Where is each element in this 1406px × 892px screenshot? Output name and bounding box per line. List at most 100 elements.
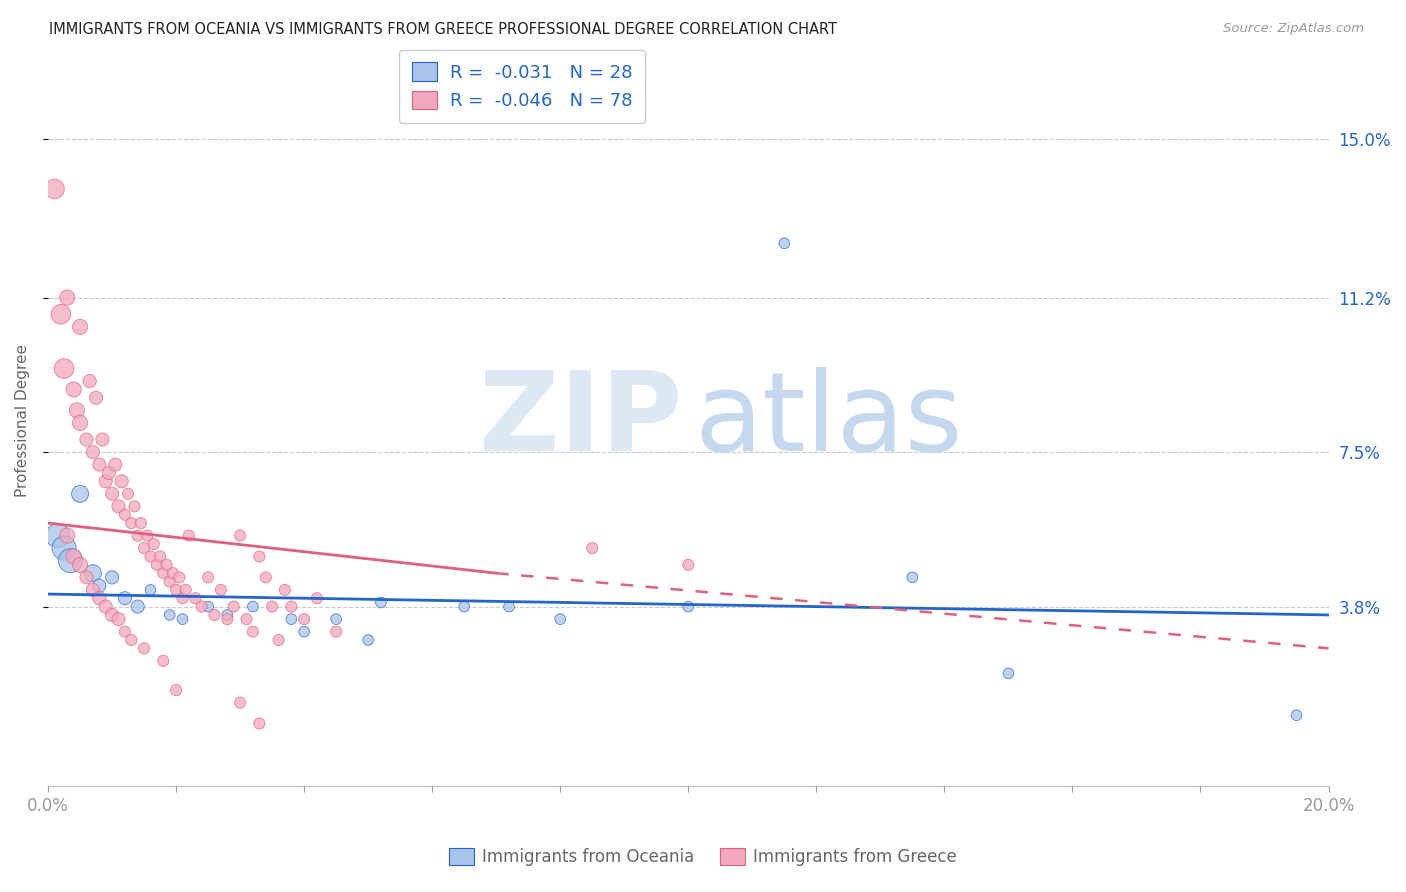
Point <box>159 574 181 589</box>
Point <box>498 599 520 614</box>
Point <box>174 582 197 597</box>
Point <box>124 500 146 514</box>
Point <box>222 599 245 614</box>
Text: atlas: atlas <box>695 368 963 475</box>
Point <box>76 433 98 447</box>
Point <box>132 641 155 656</box>
Point <box>139 549 162 564</box>
Point <box>79 374 101 388</box>
Point <box>254 570 277 584</box>
Point <box>217 607 239 622</box>
Point <box>305 591 328 606</box>
Point <box>146 558 169 572</box>
Point <box>82 582 104 597</box>
Point <box>56 291 79 305</box>
Point <box>66 403 89 417</box>
Y-axis label: Professional Degree: Professional Degree <box>15 344 30 497</box>
Point <box>280 612 302 626</box>
Point <box>165 582 187 597</box>
Point <box>152 566 174 581</box>
Point <box>107 500 129 514</box>
Point <box>773 236 796 251</box>
Point <box>69 416 91 430</box>
Point <box>142 537 165 551</box>
Point <box>155 558 177 572</box>
Point <box>120 632 142 647</box>
Text: ZIP: ZIP <box>478 368 682 475</box>
Point <box>84 391 107 405</box>
Point <box>136 528 159 542</box>
Point <box>357 632 380 647</box>
Point <box>190 599 212 614</box>
Point <box>169 570 191 584</box>
Point <box>177 528 200 542</box>
Point <box>197 570 219 584</box>
Point <box>114 508 136 522</box>
Point <box>267 632 290 647</box>
Point <box>184 591 207 606</box>
Point <box>581 541 603 555</box>
Point <box>44 182 66 196</box>
Point <box>209 582 232 597</box>
Point <box>69 558 91 572</box>
Point <box>101 487 124 501</box>
Point <box>82 445 104 459</box>
Point <box>229 528 252 542</box>
Point <box>132 541 155 555</box>
Point <box>172 612 194 626</box>
Legend: R =  -0.031   N = 28, R =  -0.046   N = 78: R = -0.031 N = 28, R = -0.046 N = 78 <box>399 50 645 123</box>
Point <box>997 666 1019 681</box>
Point <box>162 566 184 581</box>
Point <box>172 591 194 606</box>
Point <box>901 570 924 584</box>
Point <box>325 624 347 639</box>
Point <box>274 582 297 597</box>
Point <box>325 612 347 626</box>
Point <box>104 458 127 472</box>
Point <box>280 599 302 614</box>
Point <box>89 458 111 472</box>
Text: Source: ZipAtlas.com: Source: ZipAtlas.com <box>1223 22 1364 36</box>
Point <box>204 607 226 622</box>
Point <box>159 607 181 622</box>
Point <box>69 319 91 334</box>
Point <box>129 516 152 530</box>
Point <box>242 599 264 614</box>
Point <box>370 595 392 609</box>
Point <box>91 433 114 447</box>
Point <box>149 549 172 564</box>
Point <box>235 612 257 626</box>
Point <box>242 624 264 639</box>
Point <box>678 599 700 614</box>
Point <box>62 383 84 397</box>
Point <box>101 607 124 622</box>
Point <box>89 579 111 593</box>
Point <box>46 528 69 542</box>
Point <box>114 624 136 639</box>
Point <box>292 612 315 626</box>
Point <box>76 570 98 584</box>
Point <box>292 624 315 639</box>
Point <box>165 683 187 698</box>
Point <box>59 554 82 568</box>
Point <box>111 475 134 489</box>
Point <box>229 696 252 710</box>
Point <box>82 566 104 581</box>
Point <box>97 466 120 480</box>
Point <box>262 599 284 614</box>
Point <box>152 654 174 668</box>
Point <box>69 487 91 501</box>
Point <box>247 716 270 731</box>
Point <box>197 599 219 614</box>
Point <box>548 612 571 626</box>
Point <box>53 541 76 555</box>
Point <box>107 612 129 626</box>
Point <box>114 591 136 606</box>
Point <box>127 599 149 614</box>
Point <box>1285 708 1308 723</box>
Point <box>247 549 270 564</box>
Point <box>53 361 76 376</box>
Point <box>94 599 117 614</box>
Point <box>94 475 117 489</box>
Legend: Immigrants from Oceania, Immigrants from Greece: Immigrants from Oceania, Immigrants from… <box>443 841 963 873</box>
